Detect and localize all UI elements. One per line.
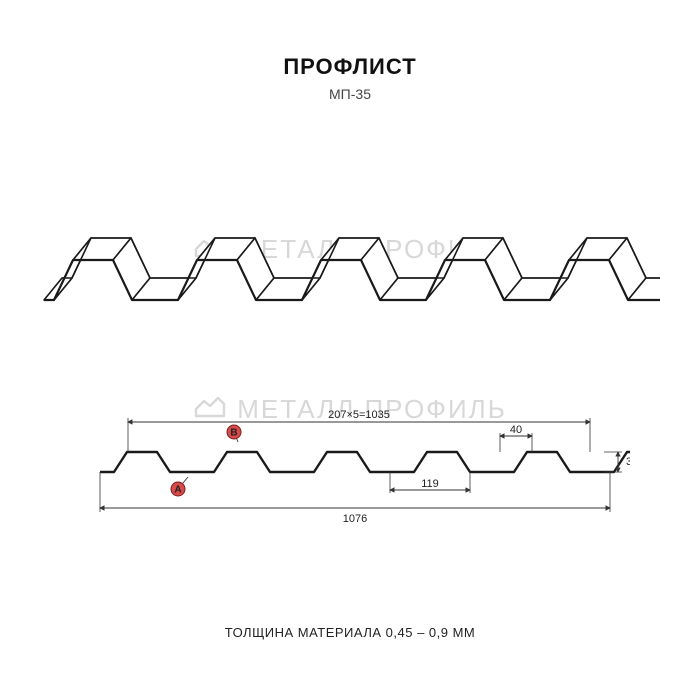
- cross-section-diagram: 207×5=1035 40 35 119 1076 A B: [70, 380, 630, 530]
- svg-text:119: 119: [421, 478, 439, 490]
- svg-text:207×5=1035: 207×5=1035: [328, 409, 390, 421]
- svg-text:35: 35: [626, 456, 630, 468]
- page-title: ПРОФЛИСТ: [0, 54, 700, 80]
- svg-text:40: 40: [510, 424, 522, 436]
- svg-text:A: A: [174, 485, 181, 496]
- page-subtitle: МП-35: [0, 86, 700, 102]
- thickness-note: ТОЛЩИНА МАТЕРИАЛА 0,45 – 0,9 ММ: [0, 625, 700, 640]
- diagram-page: { "title": "ПРОФЛИСТ", "subtitle": "МП-3…: [0, 0, 700, 700]
- svg-text:B: B: [230, 428, 237, 439]
- isometric-profile: [40, 150, 660, 315]
- svg-text:1076: 1076: [343, 513, 367, 525]
